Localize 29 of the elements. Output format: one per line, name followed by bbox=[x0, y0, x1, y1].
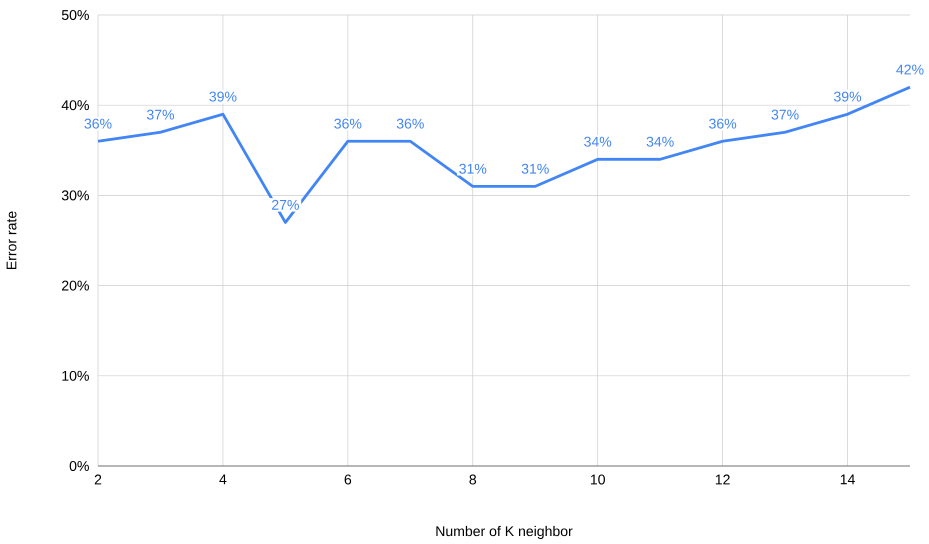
y-tick-label: 30% bbox=[62, 190, 89, 201]
data-label: 31% bbox=[522, 164, 549, 174]
data-label: 37% bbox=[146, 110, 174, 120]
data-label: 36% bbox=[396, 118, 424, 129]
data-label: 27% bbox=[272, 200, 299, 210]
data-label: 34% bbox=[646, 136, 674, 147]
data-label: 39% bbox=[209, 92, 236, 102]
x-tick-label: 2 bbox=[94, 474, 102, 485]
data-label: 37% bbox=[772, 110, 799, 120]
y-tick-label: 40% bbox=[62, 100, 89, 110]
x-tick-label: 8 bbox=[469, 474, 476, 485]
data-label: 36% bbox=[709, 118, 736, 129]
data-label: 36% bbox=[334, 118, 362, 129]
y-axis-title: Error rate bbox=[6, 212, 16, 270]
data-label: 42% bbox=[896, 64, 924, 75]
data-label: 39% bbox=[834, 92, 862, 102]
y-tick-label: 10% bbox=[62, 370, 89, 381]
data-label: 36% bbox=[84, 118, 112, 129]
data-label: 34% bbox=[584, 136, 612, 147]
x-tick-label: 14 bbox=[840, 474, 855, 484]
x-tick-label: 4 bbox=[219, 474, 226, 484]
y-tick-label: 50% bbox=[62, 10, 89, 20]
x-tick-label: 12 bbox=[716, 474, 730, 485]
y-tick-label: 0% bbox=[70, 461, 89, 472]
data-label: 31% bbox=[459, 164, 486, 174]
x-axis-title: Number of K neighbor bbox=[436, 526, 572, 540]
y-tick-label: 20% bbox=[62, 280, 89, 291]
x-tick-label: 6 bbox=[344, 474, 352, 485]
x-tick-label: 10 bbox=[590, 474, 605, 485]
